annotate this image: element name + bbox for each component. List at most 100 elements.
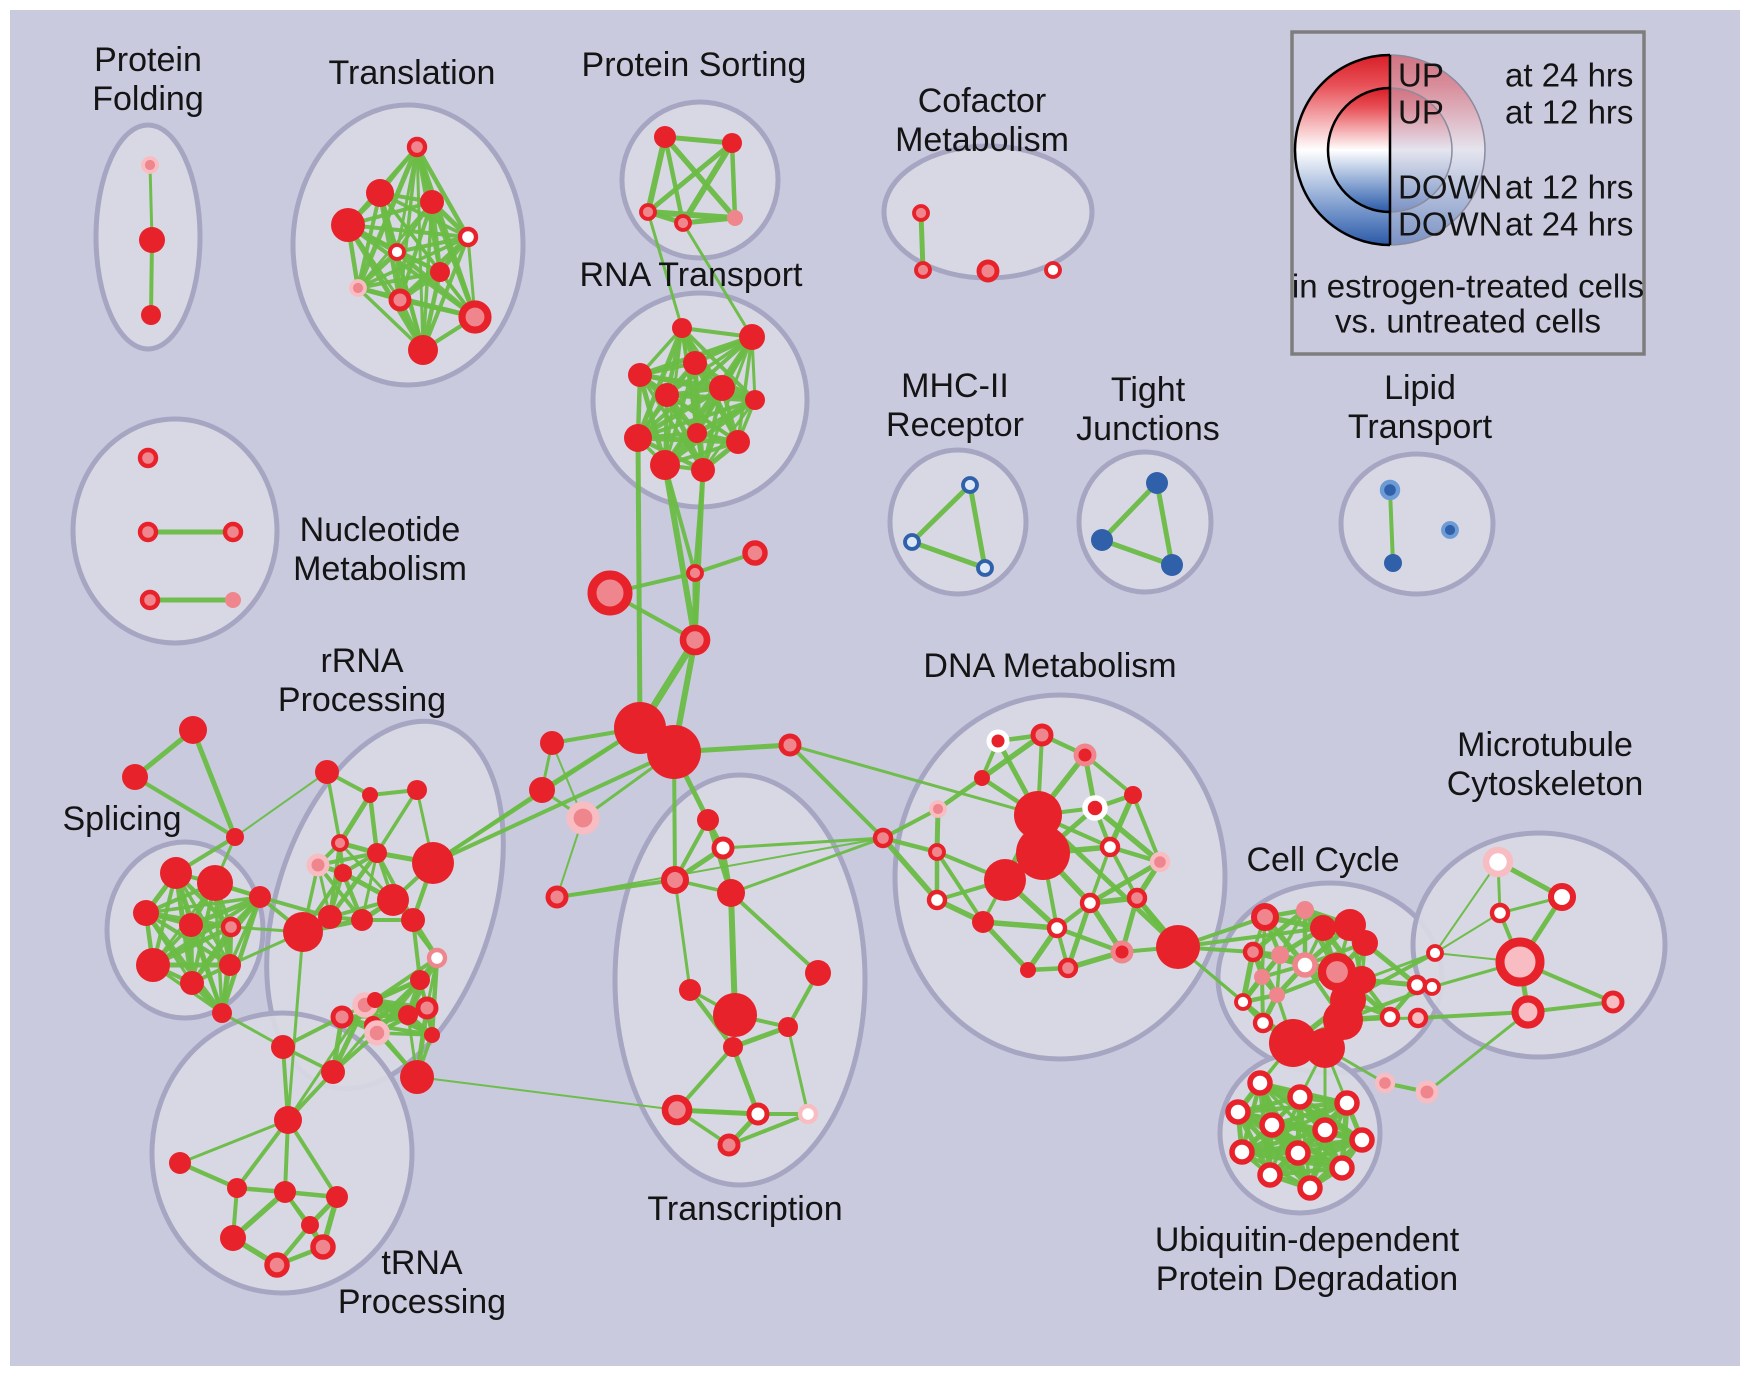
network-node <box>1082 795 1108 821</box>
network-node <box>180 971 204 995</box>
network-node <box>928 843 946 861</box>
network-node <box>398 1005 418 1025</box>
network-node <box>1511 995 1545 1029</box>
network-edge <box>635 385 725 441</box>
network-edge <box>431 788 544 865</box>
cluster-label-cell-cycle: Cell Cycle <box>1246 841 1399 879</box>
network-node <box>219 954 241 976</box>
network-node <box>587 570 633 616</box>
network-node <box>1374 1072 1396 1094</box>
network-node <box>566 801 600 835</box>
network-edge <box>980 919 1060 931</box>
legend-state-2: DOWN <box>1398 169 1502 206</box>
network-node <box>1426 944 1444 962</box>
network-node <box>1297 1175 1323 1201</box>
network-edge <box>662 134 686 226</box>
network-node <box>1379 1006 1401 1028</box>
network-node <box>1254 969 1270 985</box>
network-edge <box>1425 1010 1530 1094</box>
network-edge <box>1176 945 1295 1045</box>
cluster-label-microtubule-cytoskeleton: Microtubule Cytoskeleton <box>1447 726 1644 803</box>
network-edge <box>416 1076 678 1111</box>
network-node <box>133 900 159 926</box>
network-node <box>367 992 383 1008</box>
legend-time-3: at 24 hrs <box>1505 206 1633 243</box>
cluster-label-rna-transport: RNA Transport <box>580 256 804 294</box>
network-node <box>655 383 679 407</box>
cluster-label-trna-processing: tRNA Processing <box>338 1244 506 1321</box>
network-edge <box>375 788 419 855</box>
network-node <box>420 190 444 214</box>
legend-time-1: at 12 hrs <box>1505 94 1633 131</box>
network-node <box>197 865 233 901</box>
network-node <box>1091 529 1113 551</box>
network-node <box>349 279 367 297</box>
network-node <box>545 885 569 909</box>
network-node <box>330 1005 354 1029</box>
network-node <box>872 827 894 849</box>
network-node <box>408 335 438 365</box>
network-node <box>797 1103 819 1125</box>
network-node <box>1292 952 1318 978</box>
network-node <box>1379 479 1401 501</box>
network-node <box>274 1181 296 1203</box>
network-node <box>727 210 743 226</box>
network-node <box>709 375 735 401</box>
network-edge <box>286 1118 339 1199</box>
network-node <box>1020 962 1036 978</box>
network-edge <box>909 482 973 545</box>
network-node <box>424 1027 440 1043</box>
network-node <box>1257 1162 1283 1188</box>
network-edge <box>727 1112 810 1147</box>
network-edge <box>1054 925 1125 955</box>
network-node <box>331 208 365 242</box>
network-node <box>412 842 454 884</box>
network-node <box>301 1216 319 1234</box>
network-node <box>137 447 159 469</box>
network-edge <box>1235 1100 1350 1115</box>
network-edge <box>431 750 676 865</box>
network-node <box>406 136 428 158</box>
network-edge <box>1434 861 1499 954</box>
network-edge <box>346 223 470 239</box>
cluster-label-nucleotide-metabolism: Nucleotide Metabolism <box>293 511 467 588</box>
network-edge <box>729 891 820 975</box>
network-edge <box>687 987 736 1050</box>
network-node <box>639 203 657 221</box>
network-edge <box>356 270 442 290</box>
network-node <box>972 911 994 933</box>
network-node <box>160 857 192 889</box>
network-edge <box>189 894 263 986</box>
cluster-label-lipid-transport: Lipid Transport <box>1348 369 1493 446</box>
network-edge <box>1250 907 1308 955</box>
network-node <box>650 450 680 480</box>
network-node <box>1547 882 1577 912</box>
network-edge <box>721 836 885 850</box>
cluster-label-protein-folding: Protein Folding <box>92 41 204 118</box>
network-edge <box>328 841 342 919</box>
network-edge <box>680 140 735 226</box>
network-edge <box>1154 480 1175 568</box>
network-node <box>1234 993 1252 1011</box>
legend-outer-arc-right <box>1389 54 1486 246</box>
network-edge <box>337 792 373 846</box>
network-edge <box>556 837 884 898</box>
network-node <box>778 733 802 757</box>
network-node <box>122 764 148 790</box>
network-node <box>1030 723 1054 747</box>
network-node <box>364 1020 390 1046</box>
network-edge <box>133 775 237 839</box>
network-node <box>687 423 707 443</box>
network-node <box>179 913 203 937</box>
network-node <box>1259 1112 1285 1138</box>
legend-box <box>1290 30 1646 356</box>
network-node <box>351 909 373 931</box>
network-edge <box>1239 1127 1328 1155</box>
network-edge <box>1176 926 1325 949</box>
network-node <box>722 133 742 153</box>
network-edge <box>645 134 668 215</box>
legend-outer-arc-left <box>1293 53 1391 247</box>
network-node <box>139 589 161 611</box>
network-node <box>984 859 1026 901</box>
